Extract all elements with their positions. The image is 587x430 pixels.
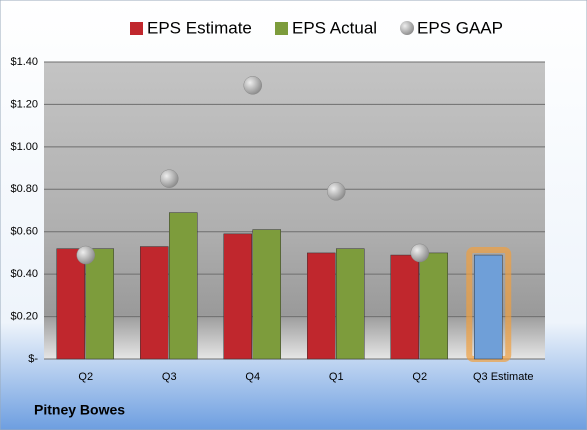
y-tick-label: $- [28, 353, 38, 365]
legend-marker [130, 22, 143, 35]
company-name: Pitney Bowes [34, 402, 125, 418]
y-tick-label: $1.20 [10, 98, 38, 110]
legend-label: EPS Estimate [147, 18, 252, 37]
x-tick-label: Q3 Estimate [473, 371, 534, 383]
bar [474, 254, 503, 360]
gaap-marker [160, 169, 179, 188]
legend-label: EPS GAAP [417, 18, 503, 37]
legend-marker [400, 21, 414, 35]
bar [223, 233, 252, 360]
plot-area [44, 62, 545, 359]
gaap-marker [327, 182, 346, 201]
bar [252, 229, 281, 360]
bar [336, 248, 365, 360]
bar [140, 246, 169, 360]
legend-label: EPS Actual [292, 18, 377, 37]
y-tick-label: $0.40 [10, 268, 38, 280]
x-tick-label: Q4 [245, 371, 260, 383]
x-tick-label: Q2 [78, 371, 93, 383]
gaap-marker [243, 76, 262, 95]
gaap-marker [76, 245, 95, 265]
gaap-marker [410, 243, 429, 263]
x-tick-label: Q1 [329, 371, 344, 383]
bar [169, 212, 198, 360]
y-tick-label: $1.40 [10, 56, 38, 68]
bar [56, 248, 85, 360]
y-tick-label: $1.00 [10, 141, 38, 153]
bar [85, 248, 114, 360]
y-tick-label: $0.20 [10, 310, 38, 322]
legend-marker [275, 22, 288, 35]
x-tick-label: Q3 [162, 371, 177, 383]
y-tick-label: $0.60 [10, 226, 38, 238]
bar [307, 252, 336, 360]
y-tick-label: $0.80 [10, 183, 38, 195]
x-tick-label: Q2 [412, 371, 427, 383]
bar [390, 254, 419, 360]
bar [419, 252, 448, 360]
